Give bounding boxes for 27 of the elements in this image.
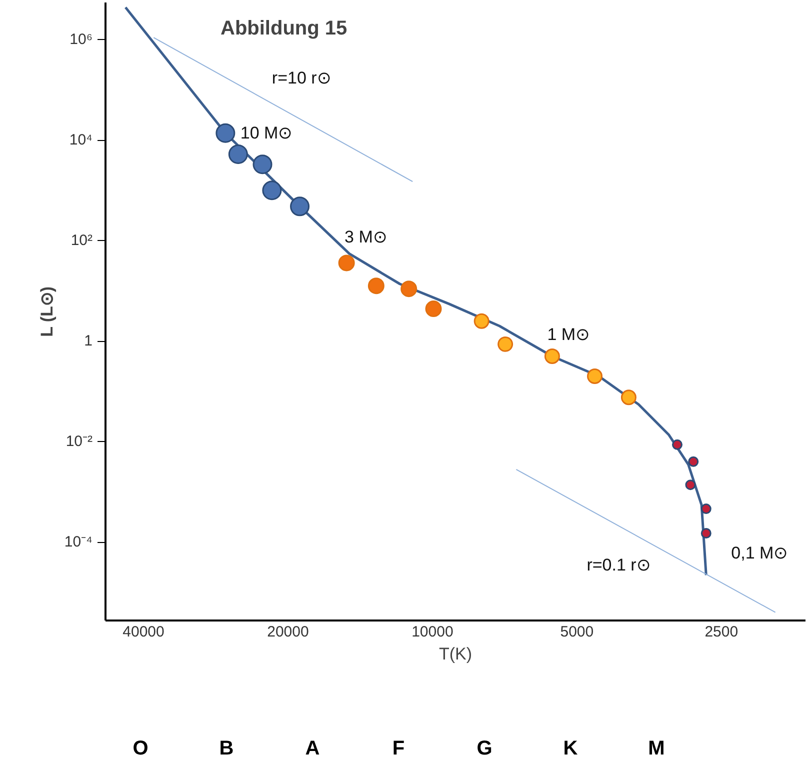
y-axis-title: L (L⊙): [37, 286, 56, 337]
y-tick-label: 10⁶: [70, 31, 92, 48]
y-tick-label: 10²: [70, 232, 93, 250]
text: O: [132, 738, 148, 760]
text: K: [563, 738, 578, 760]
x-tick-label: 5000: [560, 624, 594, 640]
text: F: [392, 738, 405, 760]
annotation: 0,1 M⊙: [731, 544, 788, 563]
text: M: [648, 738, 665, 760]
y-tick-label: 10⁻⁴: [64, 534, 93, 551]
annotation: r=0.1 r⊙: [586, 555, 650, 574]
y-tick-label: 1: [84, 332, 92, 350]
text: B: [219, 738, 234, 760]
x-tick-label: 40000: [122, 624, 164, 640]
annotation: 3 M⊙: [344, 227, 387, 246]
text: G: [476, 738, 492, 760]
x-tick-label: 20000: [267, 624, 309, 640]
annotation: 1 M⊙: [547, 324, 590, 344]
annotation: r=10 r⊙: [272, 68, 331, 88]
y-tick-label: 10⁴: [69, 132, 93, 149]
annotation: 10 M⊙: [240, 124, 292, 143]
y-tick-label: 10⁻²: [66, 433, 93, 450]
x-axis-title: T(K): [438, 644, 472, 664]
x-tick-label: 2500: [704, 624, 738, 640]
text: A: [305, 738, 320, 760]
text: Abbildung 15: [220, 18, 348, 40]
x-tick-label: 10000: [412, 624, 454, 640]
